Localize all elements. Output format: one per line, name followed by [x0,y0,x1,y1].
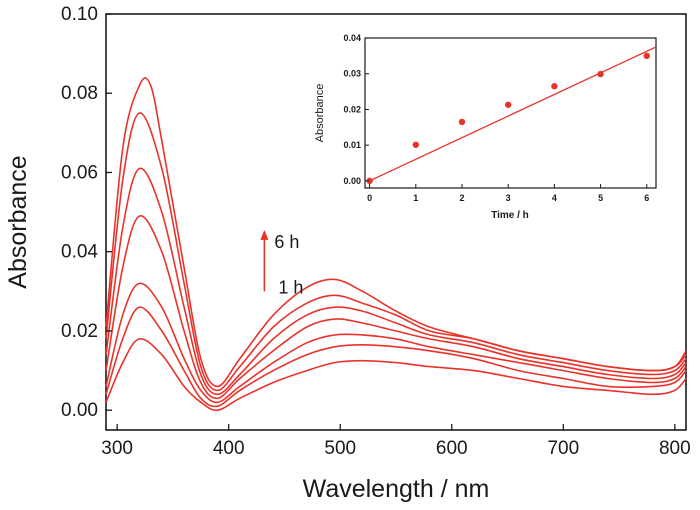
inset-x-axis-title: Time / h [491,210,529,221]
main-x-tick-label: 500 [324,438,356,459]
inset-x-tick-label: 5 [598,193,603,203]
inset-data-point [504,101,512,108]
inset-plot-frame [364,37,657,189]
inset-data-point [597,70,604,78]
spectrum-line-5 [105,167,687,396]
main-y-axis-title: Absorbance [4,155,32,288]
inset-data-point [458,118,466,126]
main-x-tick-label: 400 [213,438,245,459]
annotation-bottom-label: 1 h [278,277,303,297]
inset-y-axis-ticks: 0.00 0.01 0.02 0.03 0.04 [343,33,369,186]
inset-kinetics-panel: 0 1 2 3 4 5 6 0.00 0.01 0.02 0.03 0.04 Time / h Ab… [314,33,657,221]
inset-x-tick-label: 2 [459,193,464,203]
main-y-tick-label: 0.02 [61,321,98,342]
main-plot-frame [105,13,687,431]
inset-x-axis-ticks: 0 1 2 3 4 5 6 [367,184,649,203]
main-y-tick-label: 0.08 [61,83,98,104]
inset-y-tick-label: 0.01 [343,140,361,150]
main-y-tick-label: 0.00 [61,400,98,421]
inset-x-tick-label: 4 [552,193,557,203]
spectrum-line-2 [105,306,687,408]
inset-y-tick-label: 0.00 [343,176,361,186]
inset-y-tick-label: 0.04 [343,33,361,43]
spectrum-line-1 [105,338,687,412]
main-x-tick-label: 300 [101,438,133,459]
time-arrow-annotation: 6 h 1 h [260,229,303,297]
inset-fit-line-group [369,46,657,182]
inset-y-tick-label: 0.02 [343,104,361,114]
main-x-axis-title: Wavelength / nm [303,475,490,503]
inset-y-tick-label: 0.03 [343,69,361,79]
arrow-head [260,229,269,240]
inset-data-point [643,52,650,60]
spectrum-line-7 [105,77,687,388]
inset-data-point [366,177,373,185]
spectrum-line-4 [105,215,687,400]
main-x-axis-ticks: 300 400 500 600 700 800 [101,424,691,459]
main-y-axis-ticks: 0.00 0.02 0.04 0.06 0.08 0.10 [61,4,112,421]
spectrum-line-3 [105,282,687,404]
main-y-tick-label: 0.06 [61,162,98,183]
inset-x-tick-label: 6 [644,193,649,203]
inset-y-axis-title: Absorbance [314,84,326,143]
inset-x-tick-label: 0 [367,193,372,203]
main-y-tick-label: 0.04 [61,242,98,263]
inset-data-point [412,141,420,148]
main-x-tick-label: 600 [436,438,468,459]
inset-data-point [551,83,558,90]
main-x-tick-label: 800 [659,438,691,459]
inset-fit-line [369,46,657,182]
annotation-top-label: 6 h [274,232,299,252]
main-spectra-panel: 300 400 500 600 700 800 0.000.020.040.060.080… [4,4,691,503]
main-y-tick-label: 0.10 [61,4,98,25]
inset-x-tick-label: 1 [413,193,418,203]
spectra-series-group [105,77,687,412]
inset-points-group [366,52,650,185]
main-x-tick-label: 700 [547,438,579,459]
inset-x-tick-label: 3 [506,193,511,203]
